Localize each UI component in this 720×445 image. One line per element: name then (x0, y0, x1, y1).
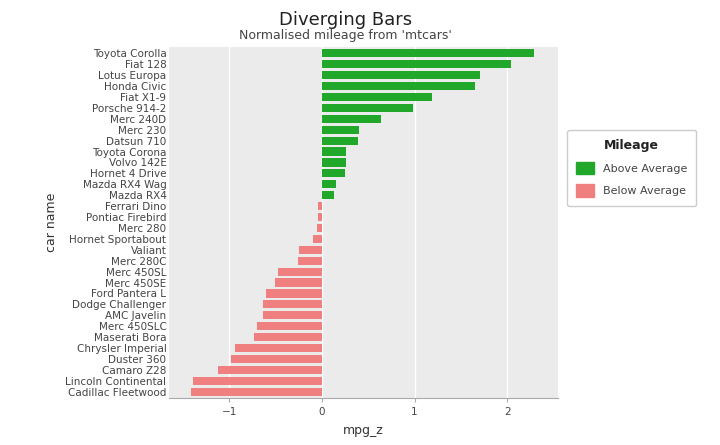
Bar (322, 104, 413, 112)
Bar (312, 235, 322, 243)
Bar (322, 158, 346, 166)
Bar (317, 224, 322, 232)
Bar (318, 213, 322, 221)
Bar (218, 366, 322, 374)
Bar (275, 279, 322, 287)
Text: Normalised mileage from 'mtcars': Normalised mileage from 'mtcars' (239, 29, 452, 42)
Bar (278, 267, 322, 276)
Bar (235, 344, 322, 352)
Bar (322, 147, 346, 156)
Bar (257, 322, 322, 330)
Bar (193, 377, 322, 385)
Bar (322, 137, 358, 145)
Bar (300, 246, 322, 254)
Bar (322, 82, 475, 90)
Bar (231, 355, 322, 363)
Bar (322, 191, 334, 199)
Bar (318, 202, 322, 210)
Bar (263, 300, 322, 308)
Text: Diverging Bars: Diverging Bars (279, 11, 412, 29)
X-axis label: mpg_z: mpg_z (343, 424, 384, 437)
Bar (322, 49, 534, 57)
Bar (263, 311, 322, 320)
Y-axis label: car name: car name (45, 193, 58, 252)
Bar (322, 60, 511, 68)
Bar (322, 169, 345, 178)
Bar (322, 71, 480, 79)
Bar (322, 125, 359, 134)
Legend: Above Average, Below Average: Above Average, Below Average (567, 129, 696, 206)
Bar (322, 180, 336, 188)
Bar (322, 115, 381, 123)
Bar (191, 388, 322, 396)
Bar (322, 93, 432, 101)
Bar (298, 257, 322, 265)
Bar (254, 333, 322, 341)
Bar (266, 289, 322, 298)
